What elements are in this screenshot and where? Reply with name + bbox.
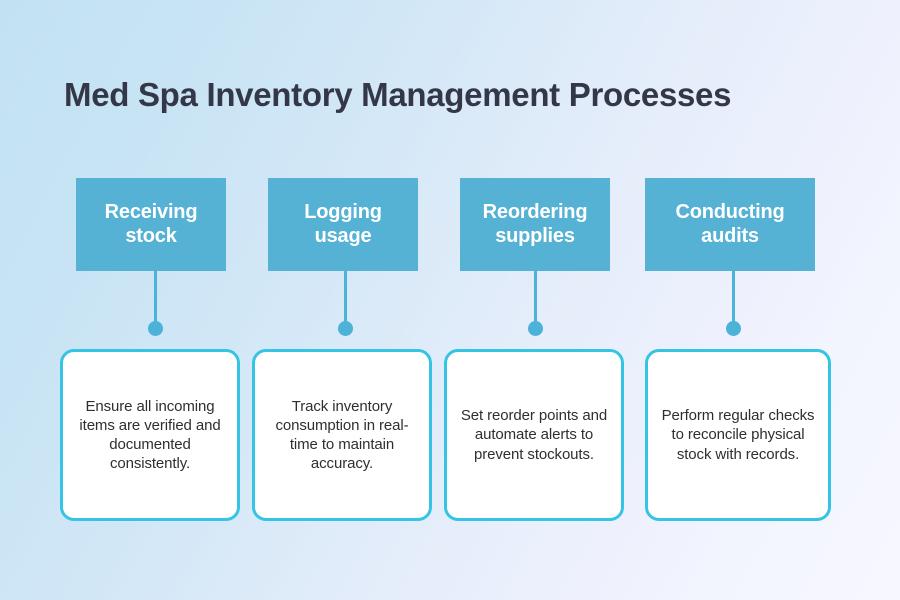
connector-line-icon <box>344 271 347 327</box>
process-step-column: Reordering supplies Set reorder points an… <box>439 0 631 600</box>
process-step-column: Receiving stock Ensure all incoming items… <box>55 0 247 600</box>
connector-dot-icon <box>338 321 353 336</box>
step-header-label-2: Logging usage <box>304 200 382 247</box>
step-description-text-4: Perform regular checks to reconcile phys… <box>661 407 815 463</box>
step-header-label-1: Receiving stock <box>104 200 198 247</box>
connector-line-icon <box>534 271 537 327</box>
process-step-column: Conducting audits Perform regular checks … <box>637 0 831 600</box>
process-step-column: Logging usage Track inventory consumption… <box>247 0 439 600</box>
step-description-card-3[interactable]: Set reorder points and automate alerts t… <box>444 349 624 521</box>
connector-line-icon <box>154 271 157 327</box>
step-header-box-1[interactable]: Receiving stock <box>76 178 226 271</box>
connector-dot-icon <box>148 321 163 336</box>
step-description-text-1: Ensure all incoming items are verified a… <box>79 397 221 473</box>
step-header-box-2[interactable]: Logging usage <box>268 178 418 271</box>
step-header-label-3: Reordering supplies <box>482 200 588 247</box>
step-connector-1 <box>147 271 163 349</box>
connector-line-icon <box>732 271 735 327</box>
step-description-card-4[interactable]: Perform regular checks to reconcile phys… <box>645 349 831 521</box>
page-title: Med Spa Inventory Management Processes <box>64 76 732 113</box>
step-header-label-4: Conducting audits <box>675 200 785 247</box>
step-description-text-3: Set reorder points and automate alerts t… <box>460 407 608 463</box>
step-description-card-2[interactable]: Track inventory consumption in real-time… <box>252 349 432 521</box>
step-description-text-2: Track inventory consumption in real-time… <box>275 397 409 473</box>
connector-dot-icon <box>726 321 741 336</box>
step-connector-2 <box>337 271 353 349</box>
step-connector-4 <box>725 271 741 349</box>
step-connector-3 <box>527 271 543 349</box>
step-header-box-3[interactable]: Reordering supplies <box>460 178 610 271</box>
step-header-box-4[interactable]: Conducting audits <box>645 178 815 271</box>
step-description-card-1[interactable]: Ensure all incoming items are verified a… <box>60 349 240 521</box>
connector-dot-icon <box>528 321 543 336</box>
